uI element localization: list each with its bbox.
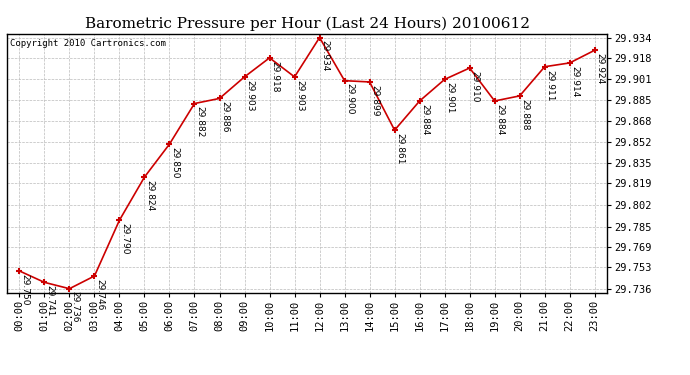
Text: 29.914: 29.914 xyxy=(571,66,580,97)
Text: 29.903: 29.903 xyxy=(246,80,255,111)
Text: 29.750: 29.750 xyxy=(21,274,30,305)
Text: 29.741: 29.741 xyxy=(46,285,55,316)
Text: 29.924: 29.924 xyxy=(595,53,604,84)
Title: Barometric Pressure per Hour (Last 24 Hours) 20100612: Barometric Pressure per Hour (Last 24 Ho… xyxy=(85,17,529,31)
Text: 29.884: 29.884 xyxy=(421,104,430,135)
Text: 29.790: 29.790 xyxy=(121,223,130,255)
Text: 29.882: 29.882 xyxy=(195,106,204,138)
Text: 29.746: 29.746 xyxy=(95,279,104,310)
Text: 29.934: 29.934 xyxy=(321,40,330,72)
Text: 29.910: 29.910 xyxy=(471,71,480,102)
Text: 29.899: 29.899 xyxy=(371,85,380,116)
Text: 29.888: 29.888 xyxy=(521,99,530,130)
Text: 29.911: 29.911 xyxy=(546,69,555,101)
Text: 29.900: 29.900 xyxy=(346,84,355,115)
Text: 29.824: 29.824 xyxy=(146,180,155,211)
Text: 29.903: 29.903 xyxy=(295,80,304,111)
Text: 29.886: 29.886 xyxy=(221,101,230,133)
Text: 29.901: 29.901 xyxy=(446,82,455,114)
Text: 29.850: 29.850 xyxy=(170,147,179,178)
Text: 29.736: 29.736 xyxy=(70,291,79,323)
Text: 29.861: 29.861 xyxy=(395,133,404,164)
Text: 29.918: 29.918 xyxy=(270,61,279,92)
Text: 29.884: 29.884 xyxy=(495,104,504,135)
Text: Copyright 2010 Cartronics.com: Copyright 2010 Cartronics.com xyxy=(10,39,166,48)
